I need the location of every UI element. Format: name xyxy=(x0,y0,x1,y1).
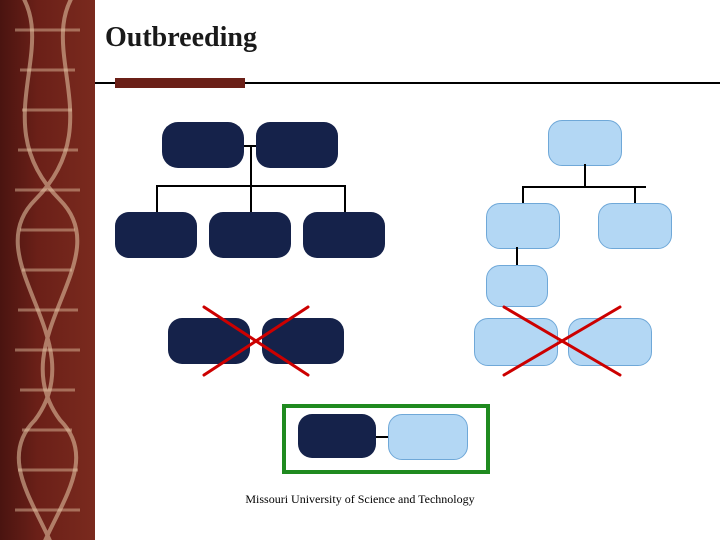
node-l4 xyxy=(486,265,548,307)
node-d3 xyxy=(115,212,197,258)
connector xyxy=(156,185,158,212)
node-d1 xyxy=(162,122,244,168)
node-d4 xyxy=(209,212,291,258)
connector xyxy=(344,185,346,212)
node-l1 xyxy=(548,120,622,166)
dna-side-strip xyxy=(0,0,95,540)
node-d2 xyxy=(256,122,338,168)
node-l6 xyxy=(568,318,652,366)
connector xyxy=(250,145,252,185)
node-d5 xyxy=(303,212,385,258)
connector xyxy=(250,185,252,212)
title-divider-bar xyxy=(115,78,245,88)
offspring-highlight-box xyxy=(282,404,490,474)
node-l2 xyxy=(486,203,560,249)
connector xyxy=(522,186,646,188)
slide-root: Outbreeding Missouri University of Scien… xyxy=(0,0,720,540)
footer-attribution: Missouri University of Science and Techn… xyxy=(0,492,720,507)
slide-title: Outbreeding xyxy=(105,22,257,54)
connector xyxy=(584,164,586,186)
dna-helix-art xyxy=(0,0,95,540)
node-l3 xyxy=(598,203,672,249)
node-d6 xyxy=(168,318,250,364)
node-d7 xyxy=(262,318,344,364)
connector xyxy=(522,186,524,203)
connector xyxy=(516,247,518,265)
connector xyxy=(634,186,636,203)
node-l5 xyxy=(474,318,558,366)
